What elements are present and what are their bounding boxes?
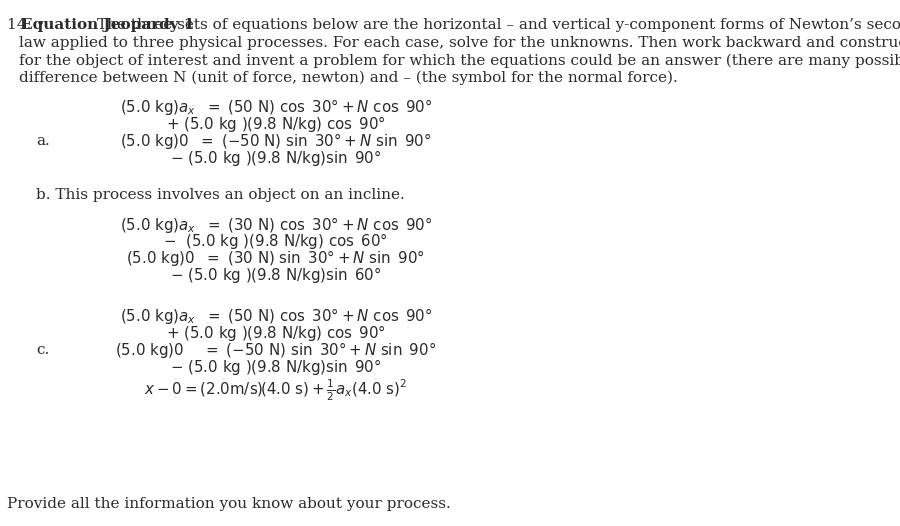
Text: $(5.0\ \mathrm{kg})0\ \ =\ (-50\ \mathrm{N})\ \sin\ 30°+N\ \sin\ 90°$: $(5.0\ \mathrm{kg})0\ \ =\ (-50\ \mathrm… xyxy=(121,131,431,151)
Text: for the object of interest and invent a problem for which the equations could be: for the object of interest and invent a … xyxy=(19,53,900,67)
Text: $x - 0 = \left(2.0\mathrm{m/s}\right)\!\left(4.0\ \mathrm{s}\right) + \frac{1}{2: $x - 0 = \left(2.0\mathrm{m/s}\right)\!\… xyxy=(144,378,408,403)
Text: b. This process involves an object on an incline.: b. This process involves an object on an… xyxy=(36,188,405,203)
Text: difference between N (unit of force, newton) and – (the symbol for the normal fo: difference between N (unit of force, new… xyxy=(19,70,678,85)
Text: $(5.0\ \mathrm{kg})0\ \ =\ (30\ \mathrm{N})\ \sin\ 30°+N\ \sin\ 90°$: $(5.0\ \mathrm{kg})0\ \ =\ (30\ \mathrm{… xyxy=(127,248,425,268)
Text: The three sets of equations below are the horizontal – and vertical y-component : The three sets of equations below are th… xyxy=(96,18,900,33)
Text: $-\ (5.0\ \mathrm{kg}\ )(9.8\ \mathrm{N/kg})\sin\ 60°$: $-\ (5.0\ \mathrm{kg}\ )(9.8\ \mathrm{N/… xyxy=(170,265,382,285)
Text: $+\ (5.0\ \mathrm{kg}\ )(9.8\ \mathrm{N/kg})\ \cos\ 90°$: $+\ (5.0\ \mathrm{kg}\ )(9.8\ \mathrm{N/… xyxy=(166,323,386,343)
Text: $-\ (5.0\ \mathrm{kg}\ )(9.8\ \mathrm{N/kg})\sin\ 90°$: $-\ (5.0\ \mathrm{kg}\ )(9.8\ \mathrm{N/… xyxy=(170,148,382,168)
Text: a.: a. xyxy=(36,134,50,148)
Text: $+\ (5.0\ \mathrm{kg}\ )(9.8\ \mathrm{N/kg})\ \cos\ 90°$: $+\ (5.0\ \mathrm{kg}\ )(9.8\ \mathrm{N/… xyxy=(166,114,386,134)
Text: law applied to three physical processes. For each case, solve for the unknowns. : law applied to three physical processes.… xyxy=(19,36,900,50)
Text: 14. •: 14. • xyxy=(7,18,50,33)
Text: $(5.0\ \mathrm{kg})a_x\ \ =\ (50\ \mathrm{N})\ \cos\ 30°+N\ \cos\ 90°$: $(5.0\ \mathrm{kg})a_x\ \ =\ (50\ \mathr… xyxy=(120,97,432,117)
Text: c.: c. xyxy=(36,343,50,357)
Text: $(5.0\ \mathrm{kg})a_x\ \ =\ (30\ \mathrm{N})\ \cos\ 30°+N\ \cos\ 90°$: $(5.0\ \mathrm{kg})a_x\ \ =\ (30\ \mathr… xyxy=(120,215,432,235)
Text: $(5.0\ \mathrm{kg})0\ \ \ \ =\ (-50\ \mathrm{N})\ \sin\ 30°+N\ \sin\ 90°$: $(5.0\ \mathrm{kg})0\ \ \ \ =\ (-50\ \ma… xyxy=(115,340,436,360)
Text: $-\ \ (5.0\ \mathrm{kg}\ )(9.8\ \mathrm{N/kg})\ \cos\ 60°$: $-\ \ (5.0\ \mathrm{kg}\ )(9.8\ \mathrm{… xyxy=(164,231,388,251)
Text: $-\ (5.0\ \mathrm{kg}\ )(9.8\ \mathrm{N/kg})\sin\ 90°$: $-\ (5.0\ \mathrm{kg}\ )(9.8\ \mathrm{N/… xyxy=(170,357,382,377)
Text: Provide all the information you know about your process.: Provide all the information you know abo… xyxy=(7,497,451,511)
Text: $(5.0\ \mathrm{kg})a_x\ \ =\ (50\ \mathrm{N})\ \cos\ 30°+N\ \cos\ 90°$: $(5.0\ \mathrm{kg})a_x\ \ =\ (50\ \mathr… xyxy=(120,306,432,326)
Text: Equation Jeopardy 1: Equation Jeopardy 1 xyxy=(21,18,200,33)
